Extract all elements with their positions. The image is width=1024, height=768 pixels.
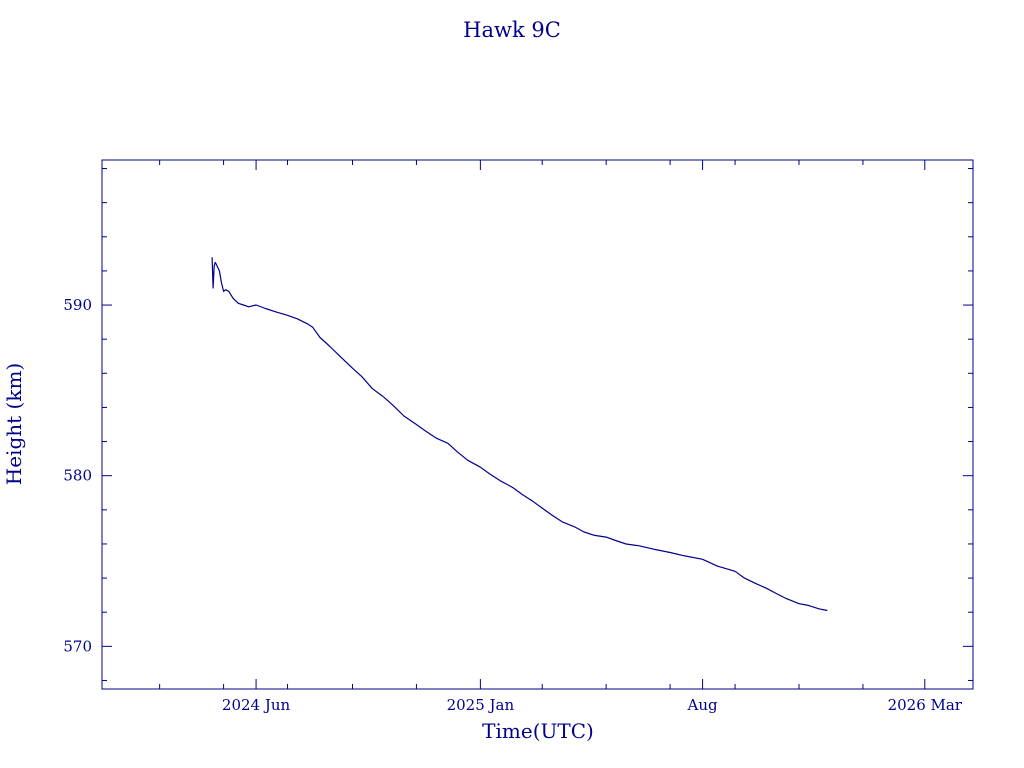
x-tick-label: 2024 Jun (222, 696, 291, 714)
y-tick-label: 570 (63, 637, 92, 655)
y-minor-ticks (102, 168, 973, 681)
chart-title: Hawk 9C (463, 18, 561, 42)
x-tick-label: Aug (687, 696, 718, 714)
x-tick-label: 2025 Jan (447, 696, 515, 714)
y-axis-label: Height (km) (2, 363, 26, 485)
x-minor-ticks (159, 160, 864, 689)
x-axis-label: Time(UTC) (482, 719, 594, 743)
x-axis-ticks: 2024 Jun 2025 Jan Aug 2026 Mar (222, 160, 963, 714)
y-axis-ticks: 570 580 590 (63, 296, 973, 655)
plot-frame (101, 159, 974, 690)
y-tick-label: 590 (63, 296, 92, 314)
x-tick-label: 2026 Mar (888, 696, 963, 714)
y-tick-label: 580 (63, 467, 92, 485)
height-series-line (211, 257, 828, 612)
